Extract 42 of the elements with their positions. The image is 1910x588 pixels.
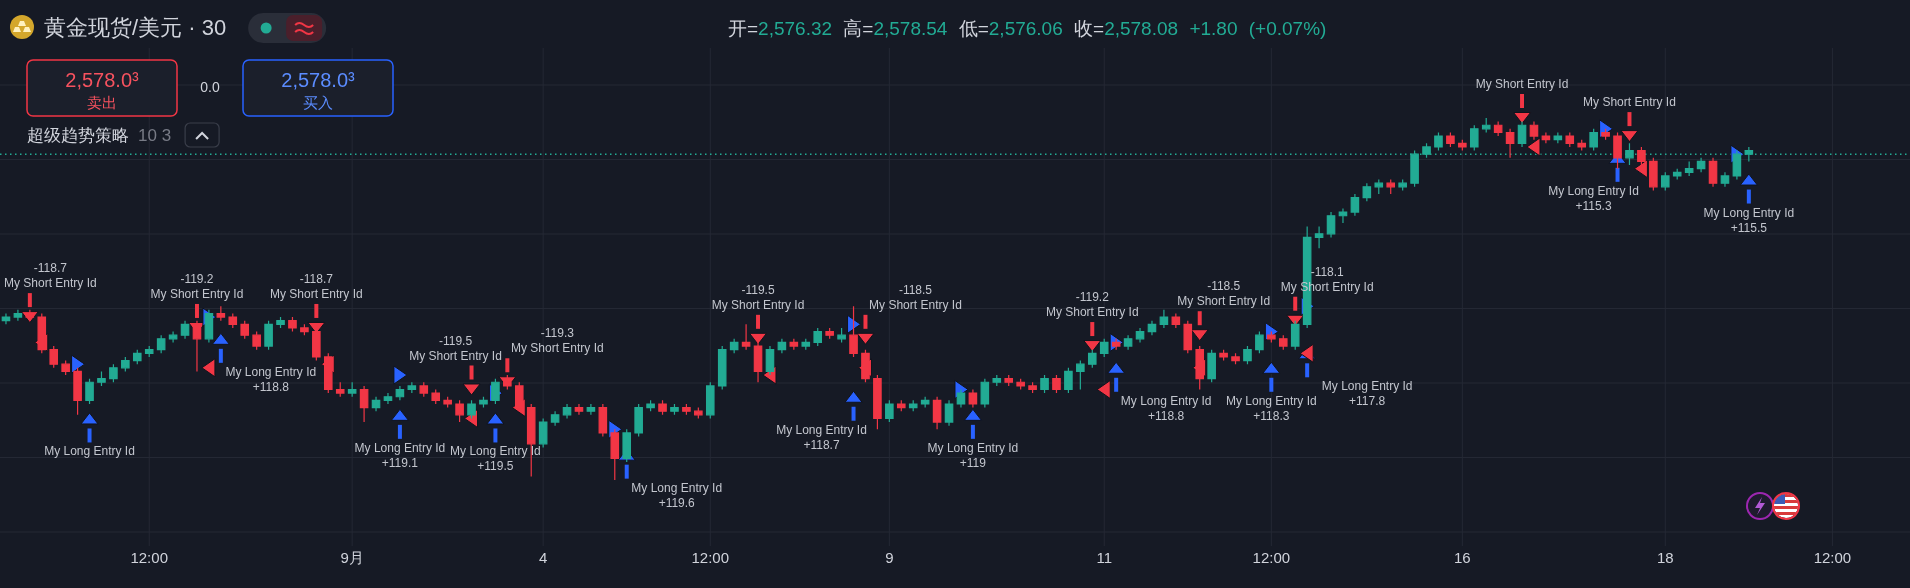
annotation: My Long Entry Id +115.3 [1548, 183, 1639, 213]
annotation: 2,578.0³ [65, 69, 139, 91]
subtitle: 开=2,576.32 高=2,578.54 低=2,576.06 收=2,578.08 +1.80 (+0.07%) [728, 18, 1327, 39]
x-tick-label: 12:00 [1813, 549, 1852, 566]
x-tick-label: 12:00 [130, 549, 168, 566]
annotation: -118.5 My Short Entry Id [1177, 279, 1271, 309]
annotation: My Long Entry Id +118.3 [1226, 393, 1317, 423]
annotation: My Long Entry Id +119 [927, 440, 1019, 470]
annotation: My Long Entry Id +119.1 [354, 440, 446, 470]
annotation: -119.5 My Short Entry Id [711, 282, 805, 312]
annotation: -118.5 My Short Entry Id [869, 282, 962, 312]
annotation: My Short Entry Id [1583, 95, 1676, 110]
annotation: My Short Entry Id [1475, 77, 1569, 91]
x-tick-label: 16 [1454, 549, 1471, 566]
annotation: -118.7 My Short Entry Id [4, 261, 97, 291]
annotation: -119.2 My Short Entry Id [150, 271, 244, 301]
annotation: -119.2 My Short Entry Id [1045, 290, 1139, 320]
annotation: My Long Entry Id +118.8 [1120, 393, 1212, 423]
annotation: -119.5 My Short Entry Id [409, 333, 502, 363]
x-tick-label: 12:00 [691, 549, 730, 566]
annotation: 超级趋势策略 [27, 126, 129, 145]
title: 黄金现货/美元 · 30 [44, 15, 227, 40]
annotation: 买入 [303, 94, 333, 111]
annotation: My Long Entry Id +118.8 [225, 364, 317, 394]
annotation: My Long Entry Id +118.7 [776, 422, 867, 452]
annotation: My Long Entry Id +119.6 [631, 480, 723, 510]
annotation: My Long Entry Id +117.8 [1321, 379, 1413, 409]
x-tick-label: 12:00 [1252, 549, 1291, 566]
annotation: -118.7 My Short Entry Id [270, 271, 363, 301]
annotation: My Long Entry Id [44, 444, 135, 459]
annotation: 2,578.0³ [281, 69, 355, 91]
annotation: 0.0 [200, 79, 220, 95]
annotation: My Long Entry Id +119.5 [450, 444, 541, 474]
annotation: 10 3 [138, 126, 172, 145]
x-tick-label: 4 [539, 549, 548, 566]
x-tick-label: 18 [1656, 549, 1674, 566]
x-tick-label: 9月 [340, 549, 364, 566]
x-tick-label: 9 [885, 549, 894, 566]
annotation: My Long Entry Id +115.5 [1703, 205, 1795, 235]
x-tick-label: 11 [1096, 549, 1112, 566]
annotation: -119.3 My Short Entry Id [511, 326, 604, 356]
annotation: 卖出 [87, 94, 117, 111]
